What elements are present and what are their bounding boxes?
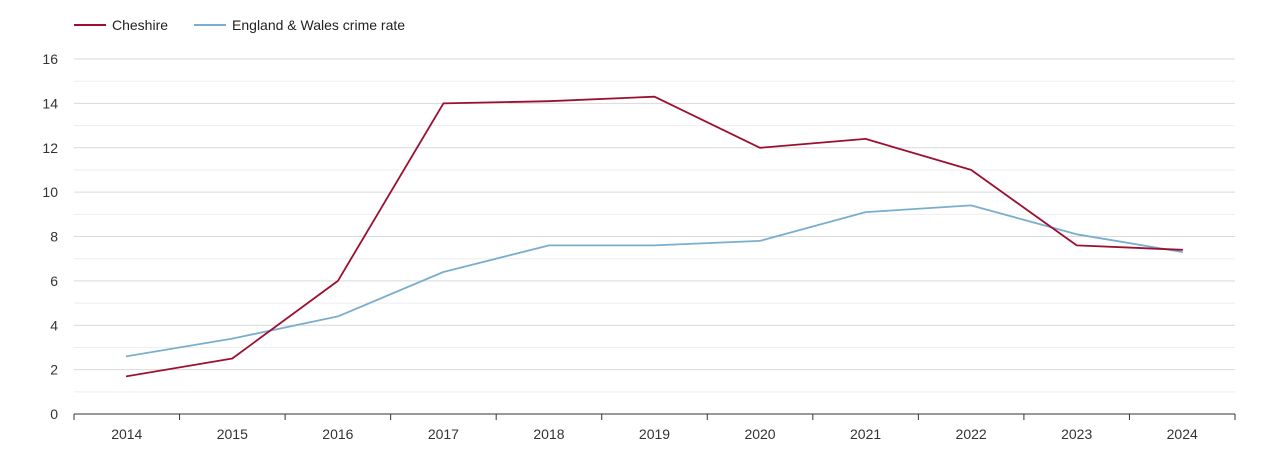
legend-label: England & Wales crime rate: [232, 17, 405, 33]
series-line-0: [125, 95, 1184, 378]
y-tick-label: 8: [50, 229, 58, 245]
x-tick-label: 2015: [217, 426, 248, 442]
x-tick-label: 2021: [850, 426, 881, 442]
y-tick-label: 0: [50, 406, 58, 422]
x-tick-label: 2020: [744, 426, 775, 442]
grid: [74, 58, 1235, 393]
x-tick-label: 2022: [956, 426, 987, 442]
y-tick-label: 2: [50, 362, 58, 378]
x-axis: 2014 2015 2016 2017 2018 2019 2020 2021 2022 2023…: [73, 413, 1236, 442]
y-tick-label: 4: [50, 317, 58, 333]
y-tick-label: 10: [42, 184, 58, 200]
legend-item-1[interactable]: England & Wales crime rate: [194, 17, 405, 33]
x-tick-label: 2019: [639, 426, 670, 442]
series-line-1: [125, 204, 1184, 358]
x-tick-label: 2017: [428, 426, 459, 442]
legend-label: Cheshire: [112, 17, 168, 33]
x-tick-label: 2014: [111, 426, 142, 442]
legend-item-0[interactable]: Cheshire: [74, 17, 168, 33]
y-axis: 0 2 4 6 8 10 12 14 16: [42, 51, 58, 422]
x-tick-label: 2016: [322, 426, 353, 442]
x-tick-label: 2023: [1061, 426, 1092, 442]
series-layer: [125, 95, 1184, 378]
legend: Cheshire England & Wales crime rate: [74, 17, 405, 33]
x-tick-label: 2024: [1167, 426, 1198, 442]
y-tick-label: 16: [42, 51, 58, 67]
y-tick-label: 12: [42, 140, 58, 156]
y-tick-label: 14: [42, 95, 58, 111]
x-tick-label: 2018: [533, 426, 564, 442]
y-tick-label: 6: [50, 273, 58, 289]
